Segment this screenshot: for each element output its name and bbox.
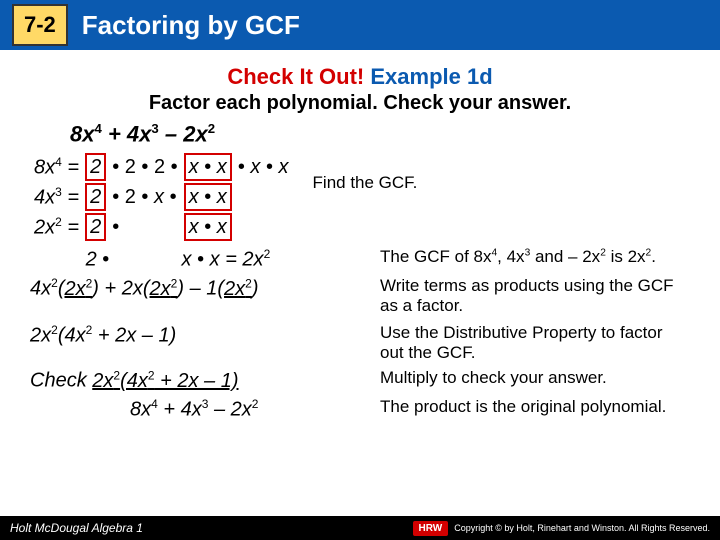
expand-note: Write terms as products using the GCF as…	[380, 276, 690, 315]
r2-c1: 2	[83, 183, 108, 211]
final-expression: 8x4 + 4x3 – 2x2	[30, 397, 360, 422]
copyright-text: Copyright © by Holt, Rinehart and Winsto…	[454, 523, 710, 533]
footer-right: HRW Copyright © by Holt, Rinehart and Wi…	[413, 521, 710, 536]
final-note: The product is the original polynomial.	[380, 397, 690, 417]
polynomial-expression: 8x4 + 4x3 – 2x2	[70, 121, 690, 147]
r3-lhs: 2x2 =	[32, 213, 81, 241]
r2-lhs: 4x3 =	[32, 183, 81, 211]
gcf-result-row: 2 • x • x = 2x2 The GCF of 8x4, 4x3 and …	[30, 247, 690, 272]
find-gcf-note: Find the GCF.	[313, 151, 690, 193]
check-expression: Check 2x2(4x2 + 2x – 1)	[30, 368, 360, 393]
expand-row: 4x2(2x2) + 2x(2x2) – 1(2x2) Write terms …	[30, 276, 690, 315]
check-label: Check	[30, 370, 87, 392]
r2-c2: • 2 • x •	[110, 183, 179, 211]
factor-table-wrap: 8x4 = 2 • 2 • 2 • x • x • x • x 4x3 = 2 …	[30, 151, 293, 243]
footer-textbook: Holt McDougal Algebra 1	[10, 521, 143, 535]
section-number: 7-2	[12, 4, 68, 46]
r1-c3: x • x	[182, 153, 234, 181]
factorization-block: 8x4 = 2 • 2 • 2 • x • x • x • x 4x3 = 2 …	[30, 151, 690, 243]
example-label: Example 1d	[370, 64, 492, 89]
factor-out-row: 2x2(4x2 + 2x – 1) Use the Distributive P…	[30, 323, 690, 362]
final-row: 8x4 + 4x3 – 2x2 The product is the origi…	[30, 397, 690, 422]
check-it-out-label: Check It Out!	[227, 64, 364, 89]
header-bar: 7-2 Factoring by GCF	[0, 0, 720, 50]
lesson-title: Factoring by GCF	[82, 10, 300, 41]
r1-c4: • x • x	[236, 153, 291, 181]
r2-c3: x • x	[182, 183, 234, 211]
gcf-note: The GCF of 8x4, 4x3 and – 2x2 is 2x2.	[380, 247, 690, 267]
r1-lhs: 8x4 =	[32, 153, 81, 181]
factor-table: 8x4 = 2 • 2 • 2 • x • x • x • x 4x3 = 2 …	[30, 151, 293, 243]
factor-out-expression: 2x2(4x2 + 2x – 1)	[30, 323, 360, 348]
r3-c1: 2	[83, 213, 108, 241]
hrw-badge: HRW	[413, 521, 449, 536]
check-row: Check 2x2(4x2 + 2x – 1) Multiply to chec…	[30, 368, 690, 393]
check-it-out-heading: Check It Out! Example 1d	[30, 64, 690, 90]
r3-c2: •	[110, 213, 179, 241]
check-note: Multiply to check your answer.	[380, 368, 690, 388]
content-area: Check It Out! Example 1d Factor each pol…	[0, 50, 720, 421]
footer-bar: Holt McDougal Algebra 1 HRW Copyright © …	[0, 516, 720, 540]
gcf-expression: 2 • x • x = 2x2	[30, 247, 360, 272]
r3-c3: x • x	[182, 213, 234, 241]
factor-out-note: Use the Distributive Property to factor …	[380, 323, 690, 362]
r1-c2: • 2 • 2 •	[110, 153, 179, 181]
expand-expression: 4x2(2x2) + 2x(2x2) – 1(2x2)	[30, 276, 360, 301]
r1-c1: 2	[83, 153, 108, 181]
instruction-text: Factor each polynomial. Check your answe…	[30, 92, 690, 115]
